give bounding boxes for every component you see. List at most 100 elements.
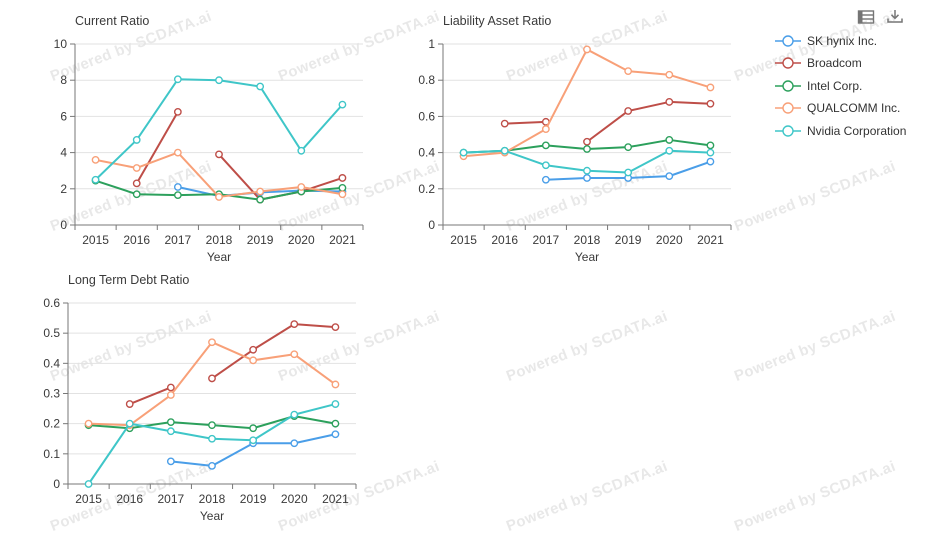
data-point[interactable] xyxy=(624,168,633,177)
data-point[interactable] xyxy=(331,323,340,332)
data-point[interactable] xyxy=(338,190,347,199)
data-point[interactable] xyxy=(290,320,299,329)
data-point[interactable] xyxy=(215,193,223,201)
data-point[interactable] xyxy=(208,461,216,470)
data-point[interactable] xyxy=(541,141,550,150)
data-point[interactable] xyxy=(297,146,306,155)
data-point[interactable] xyxy=(331,400,340,408)
data-point[interactable] xyxy=(208,374,216,383)
data-point[interactable] xyxy=(208,434,216,443)
data-point[interactable] xyxy=(249,356,258,365)
data-point[interactable] xyxy=(706,99,715,108)
series-nvidia-corporation[interactable] xyxy=(459,146,715,177)
series-intel-corp[interactable] xyxy=(84,412,340,433)
data-point[interactable] xyxy=(297,183,306,191)
series-broadcom[interactable] xyxy=(125,320,340,408)
legend-item-nvidia-corporation[interactable]: Nvidia Corporation xyxy=(775,123,906,138)
data-point[interactable] xyxy=(541,125,550,133)
series-sk-hynix-inc[interactable] xyxy=(541,157,715,184)
data-point[interactable] xyxy=(290,350,299,359)
data-point[interactable] xyxy=(331,380,340,389)
data-point[interactable] xyxy=(665,98,674,106)
series-line[interactable] xyxy=(94,78,344,181)
legend-item-intel-corp[interactable]: Intel Corp. xyxy=(775,78,906,93)
data-point[interactable] xyxy=(706,83,715,92)
data-point[interactable] xyxy=(132,179,141,188)
data-point[interactable] xyxy=(338,174,347,182)
data-point[interactable] xyxy=(290,410,299,419)
data-point[interactable] xyxy=(166,418,175,427)
series-line[interactable] xyxy=(211,323,337,380)
data-point[interactable] xyxy=(173,75,182,84)
data-point[interactable] xyxy=(256,187,265,196)
series-line[interactable] xyxy=(218,153,344,201)
data-point[interactable] xyxy=(249,345,258,354)
data-point[interactable] xyxy=(331,430,340,439)
legend-item-sk-hynix-inc[interactable]: SK hynix Inc. xyxy=(775,33,906,48)
data-point[interactable] xyxy=(215,76,223,85)
data-point[interactable] xyxy=(338,183,347,192)
series-line[interactable] xyxy=(586,100,712,143)
download-button[interactable] xyxy=(885,6,905,28)
data-point[interactable] xyxy=(173,148,182,157)
data-point[interactable] xyxy=(583,45,591,54)
data-point[interactable] xyxy=(208,338,216,347)
data-point[interactable] xyxy=(706,157,715,166)
data-point[interactable] xyxy=(166,383,175,392)
data-point[interactable] xyxy=(132,190,141,199)
legend-item-broadcom[interactable]: Broadcom xyxy=(775,56,906,71)
data-point[interactable] xyxy=(84,419,93,428)
data-point[interactable] xyxy=(665,172,674,181)
data-point[interactable] xyxy=(132,136,141,144)
data-point[interactable] xyxy=(91,175,100,184)
series-line[interactable] xyxy=(135,110,179,185)
data-point[interactable] xyxy=(500,146,509,155)
series-line[interactable] xyxy=(128,386,172,406)
data-point[interactable] xyxy=(459,148,468,157)
data-point[interactable] xyxy=(331,419,340,428)
data-point[interactable] xyxy=(583,145,591,153)
series-qualcomm-inc[interactable] xyxy=(91,148,347,201)
data-point[interactable] xyxy=(166,427,175,436)
data-point[interactable] xyxy=(125,400,134,408)
data-point[interactable] xyxy=(665,146,674,155)
data-point[interactable] xyxy=(166,391,175,399)
data-point[interactable] xyxy=(624,107,633,115)
data-point[interactable] xyxy=(583,174,591,182)
data-point[interactable] xyxy=(706,141,715,150)
data-point[interactable] xyxy=(132,164,141,172)
series-nvidia-corporation[interactable] xyxy=(91,75,347,184)
x-tick-label: 2017 xyxy=(533,233,560,247)
data-point[interactable] xyxy=(290,439,299,448)
data-point[interactable] xyxy=(208,421,216,430)
data-point[interactable] xyxy=(166,457,175,466)
data-point[interactable] xyxy=(256,195,265,204)
series-line[interactable] xyxy=(503,120,547,125)
data-point[interactable] xyxy=(624,67,633,76)
data-point[interactable] xyxy=(583,137,591,146)
data-point[interactable] xyxy=(91,155,100,164)
data-point[interactable] xyxy=(665,70,674,79)
series-qualcomm-inc[interactable] xyxy=(84,338,340,430)
series-broadcom[interactable] xyxy=(500,98,715,146)
data-point[interactable] xyxy=(249,424,258,433)
data-point[interactable] xyxy=(541,175,550,184)
series-nvidia-corporation[interactable] xyxy=(84,400,340,488)
data-point[interactable] xyxy=(665,136,674,144)
data-point[interactable] xyxy=(583,166,591,175)
data-point[interactable] xyxy=(706,148,715,157)
data-point[interactable] xyxy=(249,436,258,445)
data-view-button[interactable] xyxy=(856,6,876,28)
data-point[interactable] xyxy=(624,143,633,152)
data-point[interactable] xyxy=(84,480,93,488)
data-point[interactable] xyxy=(338,100,347,109)
data-point[interactable] xyxy=(500,119,509,128)
data-point[interactable] xyxy=(541,161,550,170)
legend-item-qualcomm-inc[interactable]: QUALCOMM Inc. xyxy=(775,101,906,116)
data-point[interactable] xyxy=(173,191,182,200)
data-point[interactable] xyxy=(173,183,182,191)
data-point[interactable] xyxy=(173,107,182,116)
data-point[interactable] xyxy=(215,150,223,159)
data-point[interactable] xyxy=(125,419,134,428)
data-point[interactable] xyxy=(256,82,265,91)
